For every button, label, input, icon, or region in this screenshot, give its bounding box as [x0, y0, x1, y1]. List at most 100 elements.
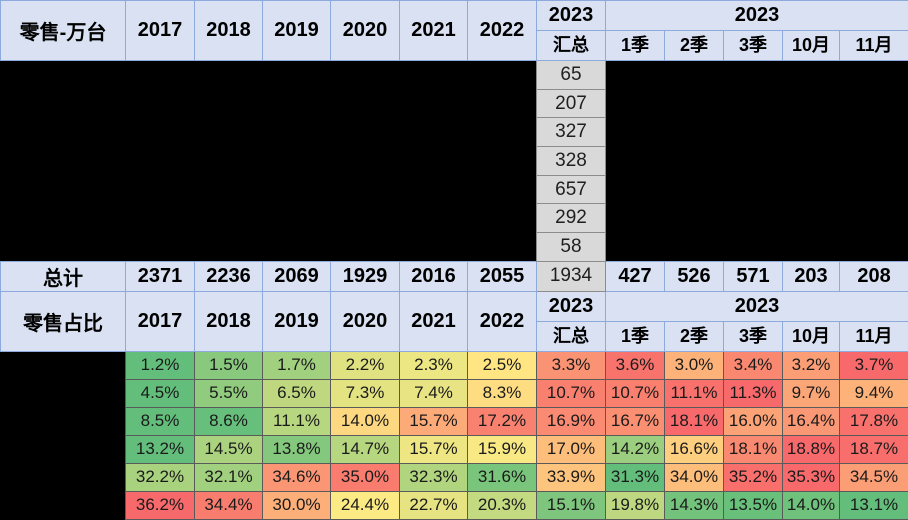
share-cell: 36.2%	[126, 491, 195, 519]
share-year-header: 2019	[263, 291, 331, 351]
share-cell: 14.3%	[665, 491, 724, 519]
share-cell: 32.1%	[195, 463, 263, 491]
volume-title: 零售-万台	[1, 1, 126, 61]
share-year-header: 2021	[400, 291, 468, 351]
volume-period-header: 1季	[606, 31, 665, 61]
volume-year-header: 2020	[331, 1, 400, 61]
hidden-label-cell	[1, 379, 126, 407]
total-period-cell: 203	[783, 261, 840, 291]
share-cell: 1.7%	[263, 351, 331, 379]
share-period-header: 10月	[783, 321, 840, 351]
share-period-header: 2季	[665, 321, 724, 351]
share-cell: 16.4%	[783, 407, 840, 435]
total-summary-cell: 1934	[537, 261, 606, 291]
share-cell: 22.7%	[400, 491, 468, 519]
volume-year-header: 2019	[263, 1, 331, 61]
share-cell: 10.7%	[606, 379, 665, 407]
volume-period-header: 2季	[665, 31, 724, 61]
share-year-header: 2020	[331, 291, 400, 351]
share-cell: 33.9%	[537, 463, 606, 491]
table-row: 65	[1, 61, 908, 90]
summary-value-cell: 292	[537, 204, 606, 233]
share-cell: 3.7%	[840, 351, 908, 379]
share-cell: 4.5%	[126, 379, 195, 407]
table-row: 1.2%1.5%1.7%2.2%2.3%2.5%3.3%3.6%3.0%3.4%…	[1, 351, 908, 379]
hidden-label-cell	[1, 435, 126, 463]
share-cell: 16.6%	[665, 435, 724, 463]
share-cell: 15.9%	[468, 435, 537, 463]
share-cell: 30.0%	[263, 491, 331, 519]
share-cell: 13.1%	[840, 491, 908, 519]
share-period-header: 3季	[724, 321, 783, 351]
share-cell: 14.5%	[195, 435, 263, 463]
share-cell: 13.8%	[263, 435, 331, 463]
share-cell: 34.5%	[840, 463, 908, 491]
share-cell: 3.6%	[606, 351, 665, 379]
summary-value-cell: 657	[537, 175, 606, 204]
share-cell: 35.2%	[724, 463, 783, 491]
share-cell: 2.2%	[331, 351, 400, 379]
share-cell: 14.0%	[331, 407, 400, 435]
share-cell: 32.2%	[126, 463, 195, 491]
hidden-label-cell	[1, 407, 126, 435]
share-cell: 14.7%	[331, 435, 400, 463]
share-cell: 35.0%	[331, 463, 400, 491]
volume-period-header: 3季	[724, 31, 783, 61]
share-cell: 3.3%	[537, 351, 606, 379]
hidden-label-cell	[1, 491, 126, 519]
share-cell: 2.5%	[468, 351, 537, 379]
share-cell: 2.3%	[400, 351, 468, 379]
share-cell: 34.6%	[263, 463, 331, 491]
share-cell: 8.6%	[195, 407, 263, 435]
share-cell: 16.0%	[724, 407, 783, 435]
share-cell: 7.3%	[331, 379, 400, 407]
table-row: 32.2%32.1%34.6%35.0%32.3%31.6%33.9%31.3%…	[1, 463, 908, 491]
share-cell: 18.7%	[840, 435, 908, 463]
share-cell: 14.2%	[606, 435, 665, 463]
total-period-cell: 526	[665, 261, 724, 291]
share-period-group-header: 2023	[606, 291, 908, 321]
volume-year-header: 2018	[195, 1, 263, 61]
summary-value-cell: 65	[537, 61, 606, 90]
total-period-cell: 571	[724, 261, 783, 291]
share-cell: 9.4%	[840, 379, 908, 407]
hidden-region	[1, 61, 537, 262]
share-cell: 9.7%	[783, 379, 840, 407]
volume-period-header: 11月	[840, 31, 908, 61]
share-cell: 32.3%	[400, 463, 468, 491]
share-cell: 34.4%	[195, 491, 263, 519]
share-cell: 11.1%	[665, 379, 724, 407]
share-cell: 10.7%	[537, 379, 606, 407]
summary-value-cell: 58	[537, 233, 606, 262]
total-year-cell: 2069	[263, 261, 331, 291]
share-cell: 6.5%	[263, 379, 331, 407]
share-cell: 16.7%	[606, 407, 665, 435]
share-cell: 15.7%	[400, 407, 468, 435]
total-year-cell: 2016	[400, 261, 468, 291]
volume-year-header: 2022	[468, 1, 537, 61]
share-year-header: 2017	[126, 291, 195, 351]
share-cell: 17.0%	[537, 435, 606, 463]
share-cell: 17.2%	[468, 407, 537, 435]
total-period-cell: 208	[840, 261, 908, 291]
total-year-cell: 1929	[331, 261, 400, 291]
volume-period-header: 10月	[783, 31, 840, 61]
volume-year-header: 2021	[400, 1, 468, 61]
share-cell: 18.8%	[783, 435, 840, 463]
share-cell: 3.2%	[783, 351, 840, 379]
total-year-cell: 2236	[195, 261, 263, 291]
share-summary-header-top: 2023	[537, 291, 606, 321]
total-year-cell: 2371	[126, 261, 195, 291]
share-cell: 8.5%	[126, 407, 195, 435]
share-cell: 20.3%	[468, 491, 537, 519]
total-year-cell: 2055	[468, 261, 537, 291]
share-title: 零售占比	[1, 291, 126, 351]
share-cell: 7.4%	[400, 379, 468, 407]
table-row: 36.2%34.4%30.0%24.4%22.7%20.3%15.1%19.8%…	[1, 491, 908, 519]
share-cell: 1.5%	[195, 351, 263, 379]
share-cell: 11.1%	[263, 407, 331, 435]
